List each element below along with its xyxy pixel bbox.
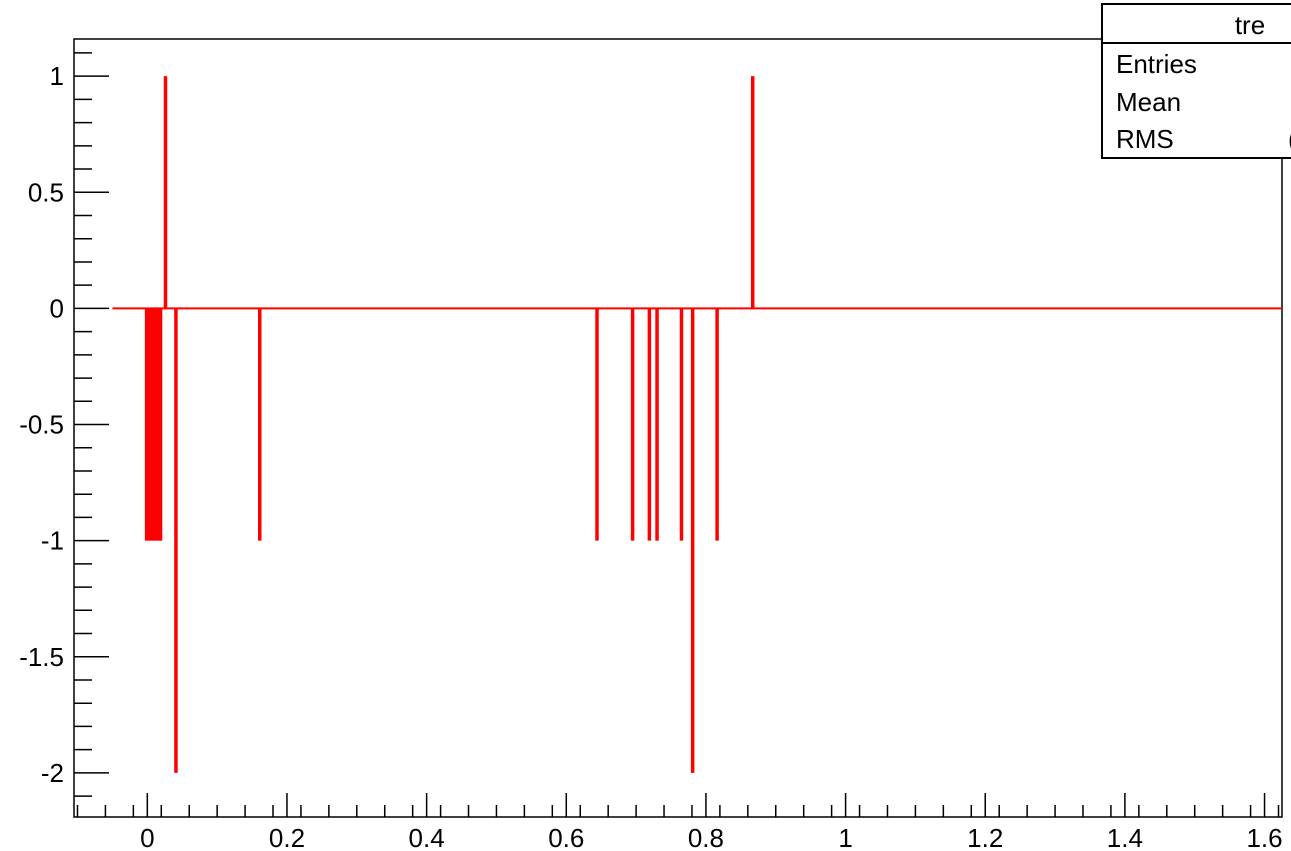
plot-frame: [73, 38, 1283, 818]
y-tick-label: -1: [41, 526, 64, 556]
stats-box-title: tre: [1235, 10, 1265, 40]
histogram-bar: [655, 308, 659, 541]
y-tick-label: -2: [41, 758, 64, 788]
x-tick-label: 0.8: [688, 823, 724, 851]
histogram-bar: [144, 308, 149, 541]
histogram-bar: [595, 308, 599, 541]
y-tick-label: -0.5: [19, 410, 64, 440]
stats-box: tre Entries Mean RMS (: [1101, 3, 1291, 159]
axis-ticks: [74, 52, 1280, 817]
y-tick-label: 1: [50, 61, 64, 91]
stats-entries-label: Entries: [1116, 49, 1197, 79]
histogram-bar: [715, 308, 719, 541]
histogram-bars: [144, 76, 755, 773]
x-tick-label: 1: [838, 823, 852, 851]
histogram-bar: [153, 308, 157, 541]
x-tick-label: 0.6: [548, 823, 584, 851]
histogram-bar: [174, 308, 178, 773]
histogram-bar: [147, 308, 152, 541]
histogram-bar: [690, 308, 695, 773]
x-tick-label: 1.6: [1246, 823, 1282, 851]
histogram-bar: [163, 76, 168, 309]
y-tick-label: 0: [50, 293, 64, 323]
x-tick-label: 1.4: [1107, 823, 1143, 851]
stats-rms-label: RMS: [1116, 124, 1174, 154]
histogram-bar: [630, 308, 635, 541]
histogram-bar: [156, 308, 160, 541]
histogram-bar: [158, 308, 163, 541]
stats-box-frame: [1101, 3, 1291, 159]
stats-mean-label: Mean: [1116, 87, 1181, 117]
x-tick-label: 0.4: [409, 823, 445, 851]
axis-labels: 0 0.2 0.4 0.6 0.8 1 1.2 1.4 1.6 -2 -1.5 -1 -0.5 0 0.5 1: [19, 61, 1282, 851]
histogram-bar: [257, 308, 262, 541]
x-tick-label: 1.2: [967, 823, 1003, 851]
x-tick-label: 0.2: [269, 823, 305, 851]
stats-rms-value: (: [1288, 124, 1291, 154]
histogram-bar: [750, 76, 755, 309]
y-tick-label: -1.5: [19, 642, 64, 672]
histogram-bar: [647, 308, 652, 541]
histogram-bar: [679, 308, 684, 541]
y-tick-label: 0.5: [28, 177, 64, 207]
histogram-bar: [150, 308, 154, 541]
x-tick-label: 0: [140, 823, 154, 851]
